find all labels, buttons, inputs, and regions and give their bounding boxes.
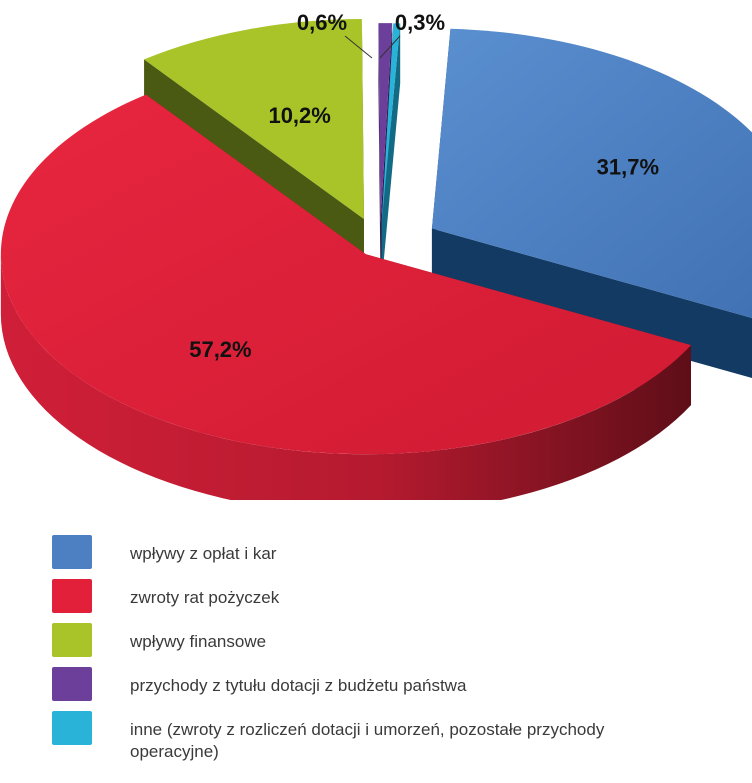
slice-side-loan-returns: [0, 254, 691, 500]
legend-label-fees: wpływy z opłat i kar: [130, 544, 277, 563]
data-label-financial-income: 10,2%: [268, 103, 330, 128]
data-label-fees: 31,7%: [597, 154, 659, 179]
pie-chart: 31,7% 57,2% 10,2% 0,6% 0,3%: [0, 10, 752, 500]
legend: wpływy z opłat i kar zwroty rat pożyczek…: [52, 535, 732, 761]
legend-swatch-fees: [52, 535, 92, 569]
slice-top-state-subsidy: [378, 23, 393, 224]
slice-loan-returns: [0, 94, 691, 500]
slice-top-financial-income: [144, 19, 364, 220]
legend-item-loan-returns: zwroty rat pożyczek: [52, 579, 732, 623]
legend-item-other: inne (zwroty z rozliczeń dotacji i umorz…: [52, 711, 732, 761]
slice-top-fees: [431, 28, 752, 319]
slice-wall-state-subsidy: [378, 23, 381, 284]
leader-line-other: [379, 35, 401, 59]
legend-swatch-financial-income: [52, 623, 92, 657]
legend-swatch-loan-returns: [52, 579, 92, 613]
leader-line-state-subsidy: [344, 35, 373, 59]
data-label-other: 0,3%: [395, 10, 445, 35]
data-label-loan-returns: 57,2%: [189, 337, 251, 362]
legend-item-fees: wpływy z opłat i kar: [52, 535, 732, 579]
slice-top-other: [381, 23, 401, 224]
legend-swatch-other: [52, 711, 92, 745]
legend-swatch-state-subsidy: [52, 667, 92, 701]
slice-top-loan-returns: [0, 94, 691, 455]
legend-item-financial-income: wpływy finansowe: [52, 623, 732, 667]
legend-label-state-subsidy: przychody z tytułu dotacji z budżetu pań…: [130, 676, 467, 695]
legend-label-other: inne (zwroty z rozliczeń dotacji i umorz…: [130, 720, 605, 761]
legend-label-loan-returns: zwroty rat pożyczek: [130, 588, 280, 607]
legend-label-financial-income: wpływy finansowe: [130, 632, 267, 651]
slice-other: [381, 23, 401, 284]
legend-item-state-subsidy: przychody z tytułu dotacji z budżetu pań…: [52, 667, 732, 711]
data-label-state-subsidy: 0,6%: [297, 10, 347, 35]
slice-wall-other: [381, 23, 401, 284]
